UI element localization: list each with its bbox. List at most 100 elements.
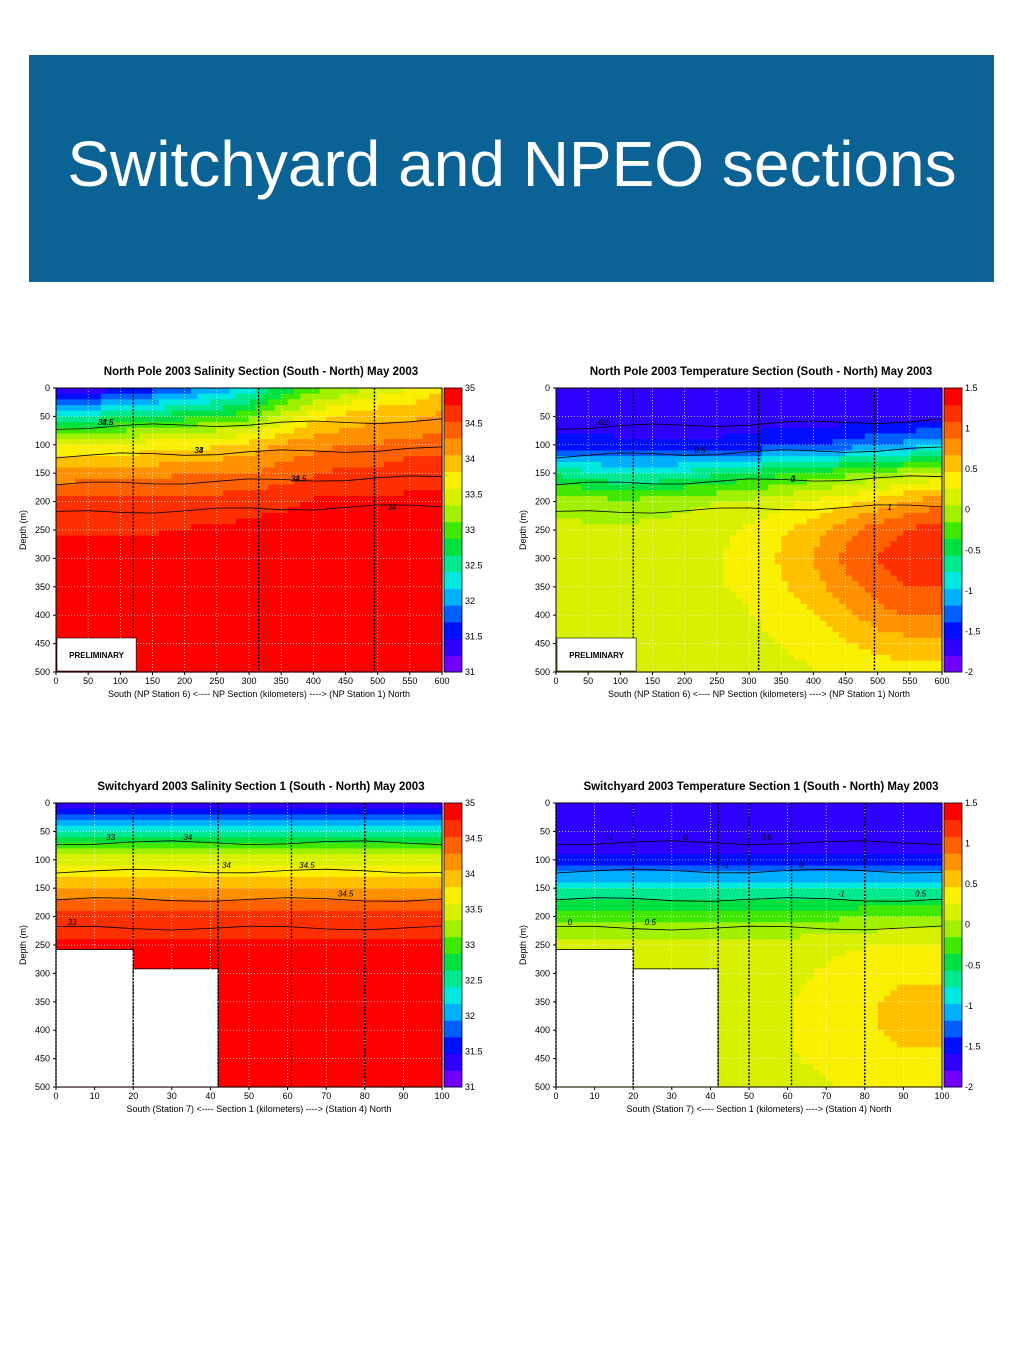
field-cell	[358, 609, 366, 616]
field-cell	[813, 547, 821, 554]
field-cell	[339, 530, 347, 537]
field-cell	[345, 552, 353, 559]
field-cell	[178, 512, 186, 520]
field-cell	[845, 524, 853, 531]
field-cell	[896, 450, 904, 457]
field-cell	[435, 524, 443, 531]
field-cell	[562, 507, 570, 514]
field-cell	[556, 541, 564, 548]
field-cell	[300, 388, 308, 395]
field-cell	[710, 422, 718, 429]
field-cell	[909, 410, 917, 417]
field-cell	[729, 422, 737, 429]
field-cell	[300, 620, 308, 628]
field-cell	[158, 581, 166, 588]
field-cell	[133, 405, 141, 412]
field-cell	[761, 467, 769, 474]
field-cell	[607, 473, 615, 480]
field-cell	[884, 541, 892, 548]
field-cell	[703, 552, 711, 559]
field-cell	[242, 473, 250, 480]
field-cell	[62, 399, 70, 406]
field-cell	[261, 615, 269, 622]
field-cell	[332, 666, 340, 673]
field-cell	[191, 467, 199, 474]
field-cell	[422, 490, 430, 497]
field-cell	[896, 427, 904, 435]
field-cell	[839, 512, 847, 520]
field-cell	[313, 490, 321, 497]
field-cell	[319, 524, 327, 531]
field-cell	[255, 660, 263, 667]
field-cell	[191, 620, 199, 628]
field-cell	[133, 552, 141, 559]
field-cell	[858, 422, 866, 429]
field-cell	[691, 558, 699, 565]
field-cell	[800, 410, 808, 417]
field-cell	[146, 473, 154, 480]
field-cell	[358, 422, 366, 429]
field-cell	[819, 410, 827, 417]
field-cell	[607, 467, 615, 474]
field-cell	[197, 422, 205, 429]
field-cell	[839, 439, 847, 446]
field-cell	[139, 615, 147, 622]
field-cell	[113, 399, 121, 406]
field-cell	[332, 637, 340, 645]
field-cell	[268, 552, 276, 559]
field-cell	[922, 541, 930, 548]
field-cell	[152, 467, 160, 474]
field-cell	[813, 495, 821, 503]
field-cell	[409, 518, 417, 525]
field-cell	[281, 547, 289, 554]
field-cell	[184, 456, 192, 463]
field-cell	[332, 461, 340, 469]
field-cell	[562, 456, 570, 463]
field-cell	[146, 490, 154, 497]
field-cell	[165, 569, 173, 577]
field-cell	[703, 427, 711, 435]
field-cell	[697, 512, 705, 520]
field-cell	[281, 422, 289, 429]
field-cell	[294, 416, 302, 423]
field-cell	[101, 626, 109, 633]
field-cell	[658, 405, 666, 412]
field-cell	[364, 654, 372, 662]
field-cell	[101, 467, 109, 474]
field-cell	[255, 405, 263, 412]
field-cell	[113, 495, 121, 503]
field-cell	[358, 632, 366, 639]
field-cell	[646, 558, 654, 565]
field-cell	[255, 433, 263, 440]
field-cell	[613, 530, 621, 537]
field-cell	[396, 615, 404, 622]
field-cell	[229, 598, 237, 605]
field-cell	[729, 558, 737, 565]
field-cell	[339, 416, 347, 423]
field-cell	[339, 581, 347, 588]
field-cell	[81, 620, 89, 628]
field-cell	[588, 495, 596, 503]
field-cell	[68, 626, 76, 633]
field-cell	[120, 524, 128, 531]
field-cell	[845, 535, 853, 542]
field-cell	[736, 490, 744, 497]
contour-line	[55, 504, 443, 514]
field-cell	[191, 649, 199, 656]
field-cell	[75, 615, 83, 622]
field-cell	[703, 461, 711, 469]
field-cell	[146, 541, 154, 548]
field-cell	[562, 467, 570, 474]
field-cell	[358, 564, 366, 571]
field-cell	[345, 456, 353, 463]
field-cell	[126, 569, 134, 577]
field-cell	[787, 501, 795, 508]
field-cell	[171, 530, 179, 537]
field-cell	[922, 547, 930, 554]
field-cell	[294, 450, 302, 457]
field-cell	[94, 507, 102, 514]
field-cell	[422, 433, 430, 440]
field-cell	[339, 444, 347, 452]
field-cell	[223, 541, 231, 548]
field-cell	[819, 484, 827, 491]
